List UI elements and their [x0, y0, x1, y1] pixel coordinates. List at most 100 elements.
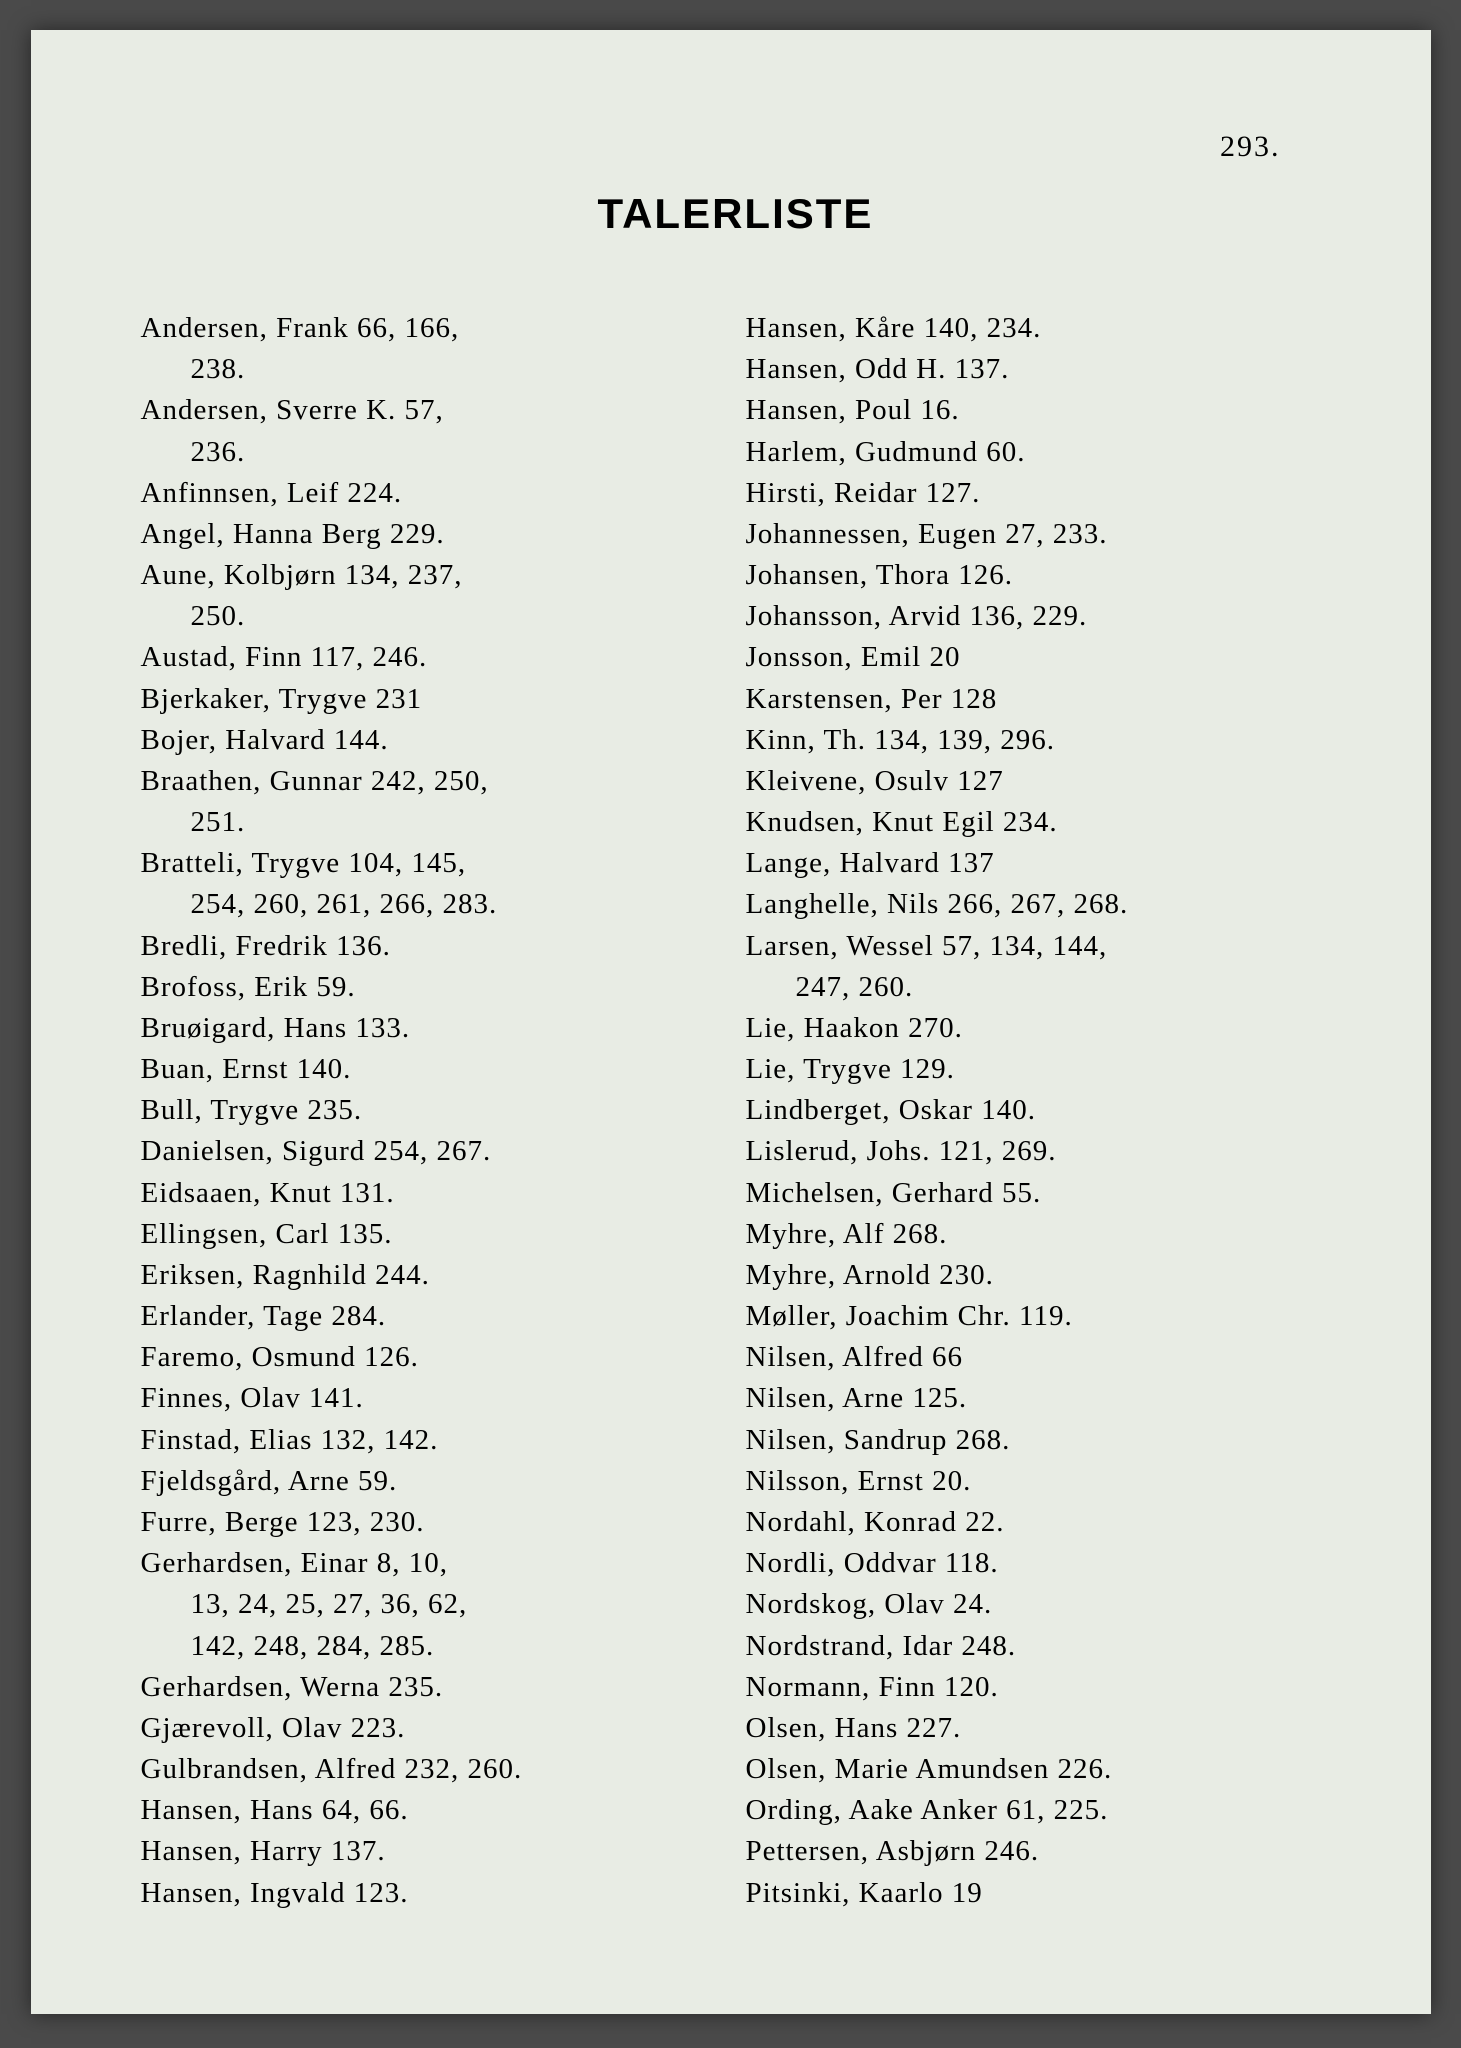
entry-text: Gerhardsen, Werna 235. — [141, 1671, 444, 1703]
entry-text: Knudsen, Knut Egil 234. — [746, 806, 1058, 838]
entry-text: Johannessen, Eugen 27, 233. — [746, 518, 1108, 550]
entry-text: Eriksen, Ragnhild 244. — [141, 1259, 430, 1291]
entry-text: Bull, Trygve 235. — [141, 1094, 363, 1126]
index-entry: Gjærevoll, Olav 223. — [141, 1708, 726, 1749]
index-entry: Kleivene, Osulv 127 — [746, 761, 1331, 802]
index-entry: Bredli, Fredrik 136. — [141, 926, 726, 967]
index-entry: Pitsinki, Kaarlo 19 — [746, 1873, 1331, 1914]
index-entry: Eriksen, Ragnhild 244. — [141, 1255, 726, 1296]
index-entry: Nordahl, Konrad 22. — [746, 1502, 1331, 1543]
entry-text: Kinn, Th. 134, 139, 296. — [746, 724, 1055, 756]
entry-text: Aune, Kolbjørn 134, 237, — [141, 559, 463, 591]
entry-text: Ellingsen, Carl 135. — [141, 1218, 393, 1250]
entry-text: Lange, Halvard 137 — [746, 847, 995, 879]
index-entry: Nordskog, Olav 24. — [746, 1584, 1331, 1625]
index-entry: Langhelle, Nils 266, 267, 268. — [746, 884, 1331, 925]
index-entry: Buan, Ernst 140. — [141, 1049, 726, 1090]
page-title: TALERLISTE — [141, 190, 1331, 238]
entry-text: Bojer, Halvard 144. — [141, 724, 389, 756]
index-entry: Jonsson, Emil 20 — [746, 637, 1331, 678]
entry-text: Finnes, Olav 141. — [141, 1382, 364, 1414]
entry-text: Bratteli, Trygve 104, 145, — [141, 847, 467, 879]
index-entry: Karstensen, Per 128 — [746, 679, 1331, 720]
index-entry: Kinn, Th. 134, 139, 296. — [746, 720, 1331, 761]
entry-text: Hansen, Ingvald 123. — [141, 1877, 409, 1909]
index-entry: Hansen, Odd H. 137. — [746, 349, 1331, 390]
entry-text: Nordli, Oddvar 118. — [746, 1547, 999, 1579]
index-entry: Aune, Kolbjørn 134, 237,250. — [141, 555, 726, 637]
entry-text: Lislerud, Johs. 121, 269. — [746, 1135, 1057, 1167]
index-entry: Fjeldsgård, Arne 59. — [141, 1461, 726, 1502]
index-entry: Gerhardsen, Werna 235. — [141, 1667, 726, 1708]
entry-text: Nordskog, Olav 24. — [746, 1588, 993, 1620]
index-entry: Michelsen, Gerhard 55. — [746, 1173, 1331, 1214]
entry-continuation: 142, 248, 284, 285. — [141, 1626, 726, 1667]
index-entry: Hansen, Hans 64, 66. — [141, 1790, 726, 1831]
index-entry: Finstad, Elias 132, 142. — [141, 1420, 726, 1461]
entry-text: Michelsen, Gerhard 55. — [746, 1177, 1042, 1209]
entry-text: Bjerkaker, Trygve 231 — [141, 683, 423, 715]
index-entry: Erlander, Tage 284. — [141, 1296, 726, 1337]
index-entry: Hirsti, Reidar 127. — [746, 473, 1331, 514]
index-entry: Danielsen, Sigurd 254, 267. — [141, 1131, 726, 1172]
index-entry: Lie, Trygve 129. — [746, 1049, 1331, 1090]
entry-text: Brofoss, Erik 59. — [141, 971, 356, 1003]
entry-text: Nilsen, Sandrup 268. — [746, 1424, 1011, 1456]
entry-text: Kleivene, Osulv 127 — [746, 765, 1004, 797]
index-entry: Normann, Finn 120. — [746, 1667, 1331, 1708]
entry-text: Normann, Finn 120. — [746, 1671, 999, 1703]
index-entry: Johannessen, Eugen 27, 233. — [746, 514, 1331, 555]
entry-continuation: 254, 260, 261, 266, 283. — [141, 884, 726, 925]
index-entry: Hansen, Ingvald 123. — [141, 1873, 726, 1914]
index-entry: Gerhardsen, Einar 8, 10,13, 24, 25, 27, … — [141, 1543, 726, 1667]
index-entry: Nilsson, Ernst 20. — [746, 1461, 1331, 1502]
entry-text: Langhelle, Nils 266, 267, 268. — [746, 888, 1129, 920]
entry-text: Olsen, Hans 227. — [746, 1712, 962, 1744]
entry-text: Danielsen, Sigurd 254, 267. — [141, 1135, 492, 1167]
index-entry: Bull, Trygve 235. — [141, 1090, 726, 1131]
index-entry: Angel, Hanna Berg 229. — [141, 514, 726, 555]
entry-text: Myhre, Alf 268. — [746, 1218, 948, 1250]
index-entry: Anfinnsen, Leif 224. — [141, 473, 726, 514]
entry-text: Andersen, Sverre K. 57, — [141, 394, 444, 426]
entry-text: Hansen, Kåre 140, 234. — [746, 312, 1042, 344]
entry-text: Buan, Ernst 140. — [141, 1053, 352, 1085]
entry-text: Ording, Aake Anker 61, 225. — [746, 1794, 1109, 1826]
left-column: Andersen, Frank 66, 166,238.Andersen, Sv… — [141, 308, 726, 1914]
entry-text: Hansen, Poul 16. — [746, 394, 960, 426]
page-number: 293. — [1220, 130, 1281, 164]
index-entry: Knudsen, Knut Egil 234. — [746, 802, 1331, 843]
entry-text: Gulbrandsen, Alfred 232, 260. — [141, 1753, 523, 1785]
index-entry: Ording, Aake Anker 61, 225. — [746, 1790, 1331, 1831]
entry-continuation: 236. — [141, 432, 726, 473]
entry-text: Hansen, Odd H. 137. — [746, 353, 1010, 385]
index-entry: Myhre, Arnold 230. — [746, 1255, 1331, 1296]
entry-text: Fjeldsgård, Arne 59. — [141, 1465, 398, 1497]
index-columns: Andersen, Frank 66, 166,238.Andersen, Sv… — [141, 308, 1331, 1914]
entry-text: Eidsaaen, Knut 131. — [141, 1177, 395, 1209]
entry-continuation: 247, 260. — [746, 967, 1331, 1008]
index-entry: Hansen, Poul 16. — [746, 390, 1331, 431]
entry-text: Lindberget, Oskar 140. — [746, 1094, 1036, 1126]
index-entry: Hansen, Kåre 140, 234. — [746, 308, 1331, 349]
entry-text: Hansen, Hans 64, 66. — [141, 1794, 409, 1826]
entry-text: Johansson, Arvid 136, 229. — [746, 600, 1088, 632]
index-entry: Furre, Berge 123, 230. — [141, 1502, 726, 1543]
index-entry: Lie, Haakon 270. — [746, 1008, 1331, 1049]
entry-text: Furre, Berge 123, 230. — [141, 1506, 425, 1538]
index-entry: Eidsaaen, Knut 131. — [141, 1173, 726, 1214]
index-entry: Myhre, Alf 268. — [746, 1214, 1331, 1255]
entry-text: Nilsen, Alfred 66 — [746, 1341, 964, 1373]
entry-text: Olsen, Marie Amundsen 226. — [746, 1753, 1113, 1785]
index-entry: Nordli, Oddvar 118. — [746, 1543, 1331, 1584]
entry-continuation: 251. — [141, 802, 726, 843]
entry-text: Braathen, Gunnar 242, 250, — [141, 765, 489, 797]
entry-text: Lie, Trygve 129. — [746, 1053, 955, 1085]
entry-text: Austad, Finn 117, 246. — [141, 641, 428, 673]
index-entry: Lange, Halvard 137 — [746, 843, 1331, 884]
entry-text: Lie, Haakon 270. — [746, 1012, 963, 1044]
entry-text: Pettersen, Asbjørn 246. — [746, 1835, 1040, 1867]
entry-text: Erlander, Tage 284. — [141, 1300, 387, 1332]
entry-continuation: 13, 24, 25, 27, 36, 62, — [141, 1584, 726, 1625]
index-entry: Brofoss, Erik 59. — [141, 967, 726, 1008]
